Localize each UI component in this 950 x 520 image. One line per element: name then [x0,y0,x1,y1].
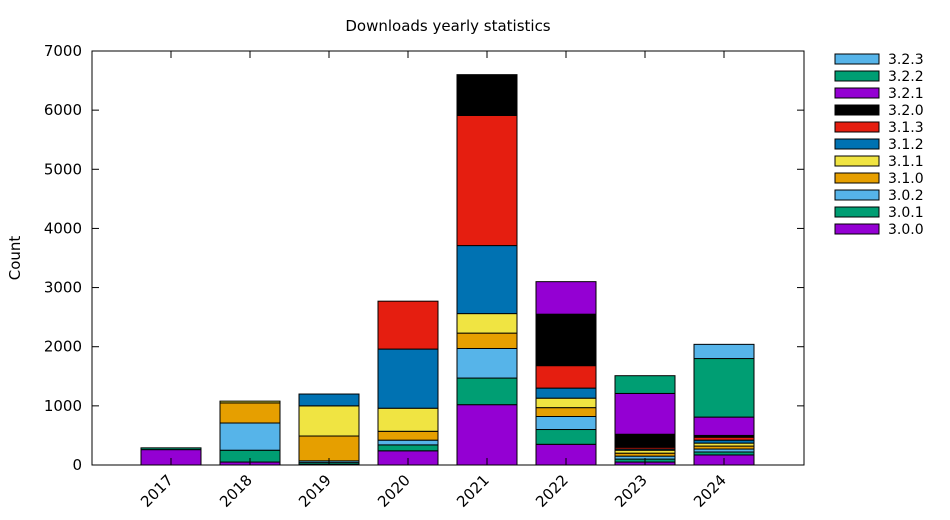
bar-2021-3-1-0 [456,332,518,349]
legend-swatch-3-0-0 [834,223,880,235]
bar-2020-3-1-2 [377,348,439,409]
legend-label-3-1-1: 3.1.1 [888,154,924,170]
bar-2022-3-0-1 [535,429,597,445]
x-tick-label: 2022 [532,471,572,511]
legend-label-3-2-1: 3.2.1 [888,86,924,102]
bar-2023-3-2-1 [614,392,676,435]
bar-2024-3-2-2 [693,358,755,418]
bars-layer [140,74,755,466]
y-tick-label: 3000 [44,279,82,297]
y-tick-label: 4000 [44,219,82,237]
bar-2024-3-2-1 [693,416,755,436]
bar-2022-3-1-2 [535,387,597,399]
legend-label-3-2-2: 3.2.2 [888,69,924,85]
legend-swatch-3-1-3 [834,121,880,133]
y-axis-label: Count [6,236,24,281]
bar-2020-3-1-3 [377,300,439,350]
legend-swatch-3-2-0 [834,104,880,116]
legend-swatch-3-2-2 [834,70,880,82]
bar-2020-3-1-1 [377,407,439,432]
y-tick-label: 5000 [44,160,82,178]
legend-label-3-1-0: 3.1.0 [888,171,924,187]
bar-2023-3-2-0 [614,433,676,448]
x-tick-label: 2017 [137,471,177,511]
bar-2020-3-1-0 [377,430,439,441]
bar-2021-3-0-1 [456,377,518,406]
legend-swatch-3-0-1 [834,206,880,218]
bar-2018-3-1-1 [219,400,281,404]
bar-2022-3-0-2 [535,416,597,431]
bar-2022-3-2-1 [535,281,597,315]
bar-2021-3-1-2 [456,245,518,315]
bar-2018-3-0-2 [219,422,281,451]
legend-label-3-2-0: 3.2.0 [888,103,924,119]
legend-label-3-0-1: 3.0.1 [888,205,924,221]
x-tick-label: 2021 [453,471,493,511]
bar-2020-3-0-2 [377,439,439,446]
y-tick-label: 1000 [44,397,82,415]
x-tick-label: 2020 [374,471,414,511]
y-tick-label: 7000 [44,42,82,60]
bar-2018-3-1-0 [219,402,281,424]
y-axis: 0 1000 2000 3000 4000 5000 6000 7000 [44,42,804,474]
legend-label-3-1-3: 3.1.3 [888,120,924,136]
bar-2024-3-2-3 [693,343,755,360]
legend-swatch-3-0-2 [834,189,880,201]
legend-swatch-3-2-1 [834,87,880,99]
legend-label-3-0-2: 3.0.2 [888,188,924,204]
y-tick-label: 2000 [44,338,82,356]
legend-label-3-1-2: 3.1.2 [888,137,924,153]
bar-2019-3-1-1 [298,405,360,437]
legend-swatch-3-1-2 [834,138,880,150]
bar-2019-3-1-0 [298,435,360,462]
legend-swatch-3-1-1 [834,155,880,167]
legend-swatch-3-1-0 [834,172,880,184]
bar-2017-3-0-1 [140,447,202,451]
y-tick-label: 6000 [44,101,82,119]
bar-2022-3-1-3 [535,365,597,389]
x-tick-label: 2023 [611,471,651,511]
x-tick-label: 2019 [295,471,335,511]
bar-2019-3-1-2 [298,393,360,407]
x-tick-label: 2024 [690,471,730,511]
x-tick-label: 2018 [216,471,256,511]
y-tick-label: 0 [72,456,82,474]
legend-swatch-3-2-3 [834,53,880,65]
legend: 3.2.33.2.23.2.13.2.03.1.33.1.23.1.13.1.0… [834,52,924,238]
bar-2021-3-0-2 [456,347,518,379]
legend-label-3-0-0: 3.0.0 [888,222,924,238]
bar-2021-3-2-0 [456,74,518,116]
bar-2022-3-2-0 [535,313,597,367]
legend-label-3-2-3: 3.2.3 [888,52,924,68]
bar-2022-3-1-1 [535,397,597,409]
bar-2021-3-1-3 [456,114,518,247]
bar-2020-3-0-1 [377,444,439,452]
bar-2023-3-2-2 [614,375,676,394]
chart-title: Downloads yearly statistics [345,17,550,35]
bar-2021-3-1-1 [456,313,518,334]
bar-2021-3-0-0 [456,404,518,466]
bar-2022-3-1-0 [535,407,597,418]
plot-frame [91,50,805,466]
